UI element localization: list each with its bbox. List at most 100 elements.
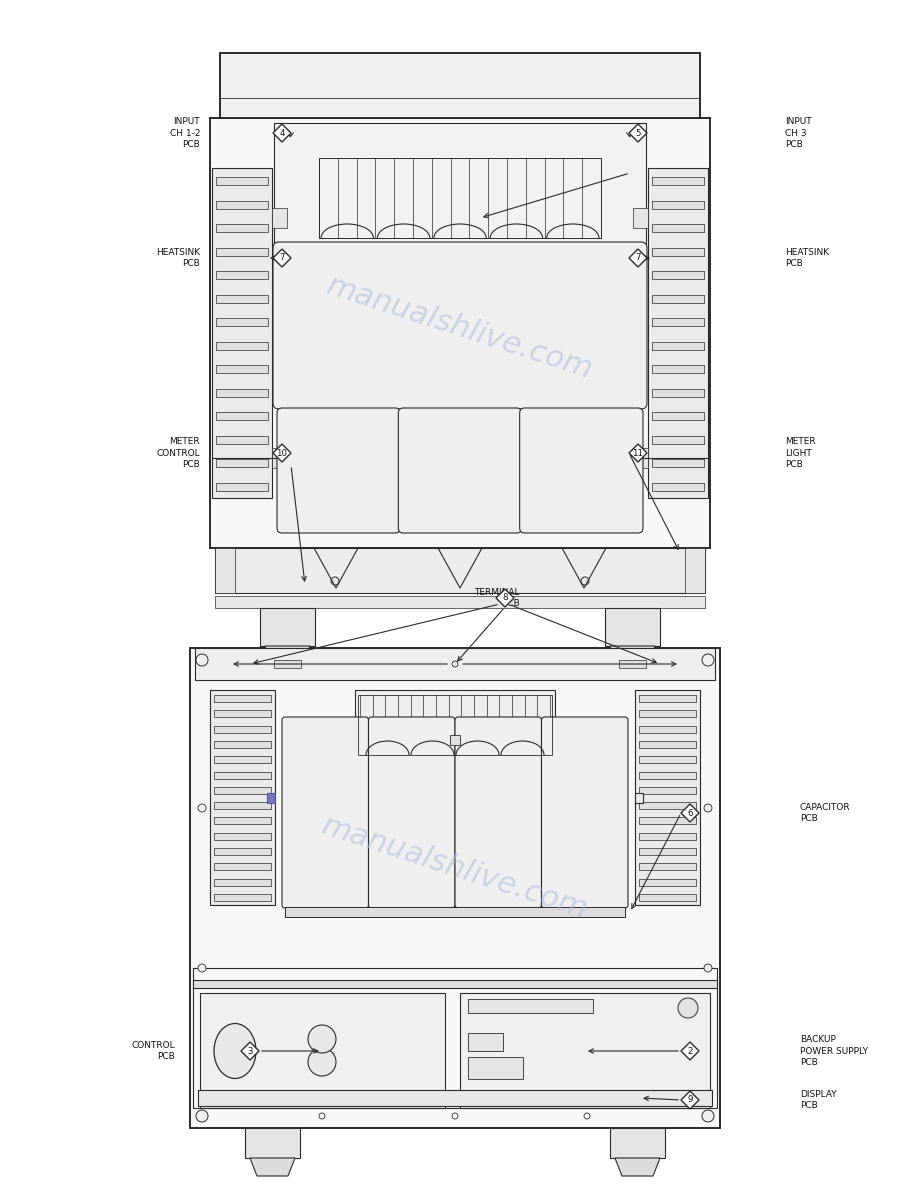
Bar	[214, 817, 271, 824]
Bar	[460, 993, 710, 1108]
Bar	[214, 895, 271, 901]
Text: manualshlive.com: manualshlive.com	[319, 811, 592, 924]
Bar	[210, 118, 710, 548]
Bar	[216, 342, 268, 349]
Bar	[639, 802, 696, 809]
Text: METER
CONTROL
PCB: METER CONTROL PCB	[156, 437, 200, 469]
Text: TERMINAL
PCB: TERMINAL PCB	[475, 588, 520, 608]
Polygon shape	[265, 646, 310, 668]
Bar	[652, 271, 704, 279]
Bar	[267, 794, 275, 803]
Circle shape	[196, 655, 208, 666]
Bar	[214, 879, 271, 886]
Circle shape	[702, 1110, 714, 1121]
Bar	[633, 448, 648, 468]
Bar	[639, 848, 696, 855]
Bar	[210, 690, 275, 905]
Bar	[216, 271, 268, 279]
Bar	[652, 365, 704, 373]
Bar	[272, 208, 287, 228]
Text: DISPLAY
PCB: DISPLAY PCB	[800, 1089, 836, 1111]
Circle shape	[196, 1110, 208, 1121]
Bar	[216, 247, 268, 255]
Bar	[214, 771, 271, 778]
Text: 2: 2	[688, 1047, 693, 1055]
Bar	[215, 548, 705, 593]
Bar	[216, 318, 268, 327]
Circle shape	[198, 963, 206, 972]
Bar	[200, 993, 445, 1108]
Bar	[639, 726, 696, 733]
Bar	[468, 1034, 503, 1051]
Polygon shape	[681, 1091, 699, 1110]
Bar	[216, 436, 268, 444]
Bar	[214, 695, 271, 702]
Circle shape	[678, 998, 698, 1018]
Bar	[193, 968, 717, 1108]
Bar	[652, 484, 704, 491]
Circle shape	[198, 804, 206, 813]
FancyBboxPatch shape	[282, 718, 368, 908]
Polygon shape	[681, 804, 699, 822]
Bar	[319, 158, 601, 238]
Bar	[214, 741, 271, 748]
Bar	[639, 864, 696, 871]
Bar	[215, 548, 235, 593]
FancyBboxPatch shape	[542, 718, 628, 908]
Text: 8: 8	[502, 594, 508, 602]
Circle shape	[704, 804, 712, 813]
Bar	[605, 608, 660, 646]
Bar	[652, 318, 704, 327]
Bar	[633, 208, 648, 228]
Bar	[468, 1057, 523, 1079]
Bar	[639, 833, 696, 840]
Polygon shape	[681, 1042, 699, 1060]
Bar	[193, 980, 717, 988]
Bar	[635, 794, 643, 803]
Bar	[216, 484, 268, 491]
Circle shape	[702, 655, 714, 666]
Bar	[215, 596, 705, 608]
Bar	[214, 710, 271, 718]
Bar	[272, 448, 287, 468]
Polygon shape	[629, 249, 647, 267]
Bar	[652, 177, 704, 185]
Bar	[355, 690, 555, 820]
Polygon shape	[629, 124, 647, 143]
Bar	[652, 225, 704, 232]
Text: 11: 11	[633, 449, 644, 457]
Bar	[639, 771, 696, 778]
Bar	[216, 388, 268, 397]
Polygon shape	[273, 444, 291, 462]
Bar	[639, 879, 696, 886]
Bar	[285, 906, 625, 917]
Text: 7: 7	[635, 253, 641, 263]
Text: CONTROL
PCB: CONTROL PCB	[131, 1041, 175, 1061]
Bar	[652, 460, 704, 467]
Polygon shape	[273, 249, 291, 267]
Bar	[214, 757, 271, 763]
FancyBboxPatch shape	[368, 718, 455, 908]
Bar	[216, 201, 268, 209]
Bar	[639, 741, 696, 748]
Bar	[652, 436, 704, 444]
Text: 9: 9	[688, 1095, 693, 1105]
Bar	[619, 661, 646, 668]
Bar	[245, 1127, 300, 1158]
Bar	[639, 710, 696, 718]
FancyBboxPatch shape	[520, 407, 643, 533]
Bar	[216, 295, 268, 303]
Bar	[198, 1091, 712, 1106]
Bar	[639, 757, 696, 763]
Bar	[652, 388, 704, 397]
Text: HEATSINK
PCB: HEATSINK PCB	[785, 247, 829, 268]
Bar	[639, 817, 696, 824]
Bar	[685, 548, 705, 593]
Polygon shape	[241, 1042, 259, 1060]
Bar	[358, 695, 552, 756]
Text: BACKUP
POWER SUPPLY
PCB: BACKUP POWER SUPPLY PCB	[800, 1035, 868, 1067]
Bar	[214, 726, 271, 733]
Bar	[214, 786, 271, 794]
Bar	[652, 295, 704, 303]
Polygon shape	[610, 646, 655, 668]
